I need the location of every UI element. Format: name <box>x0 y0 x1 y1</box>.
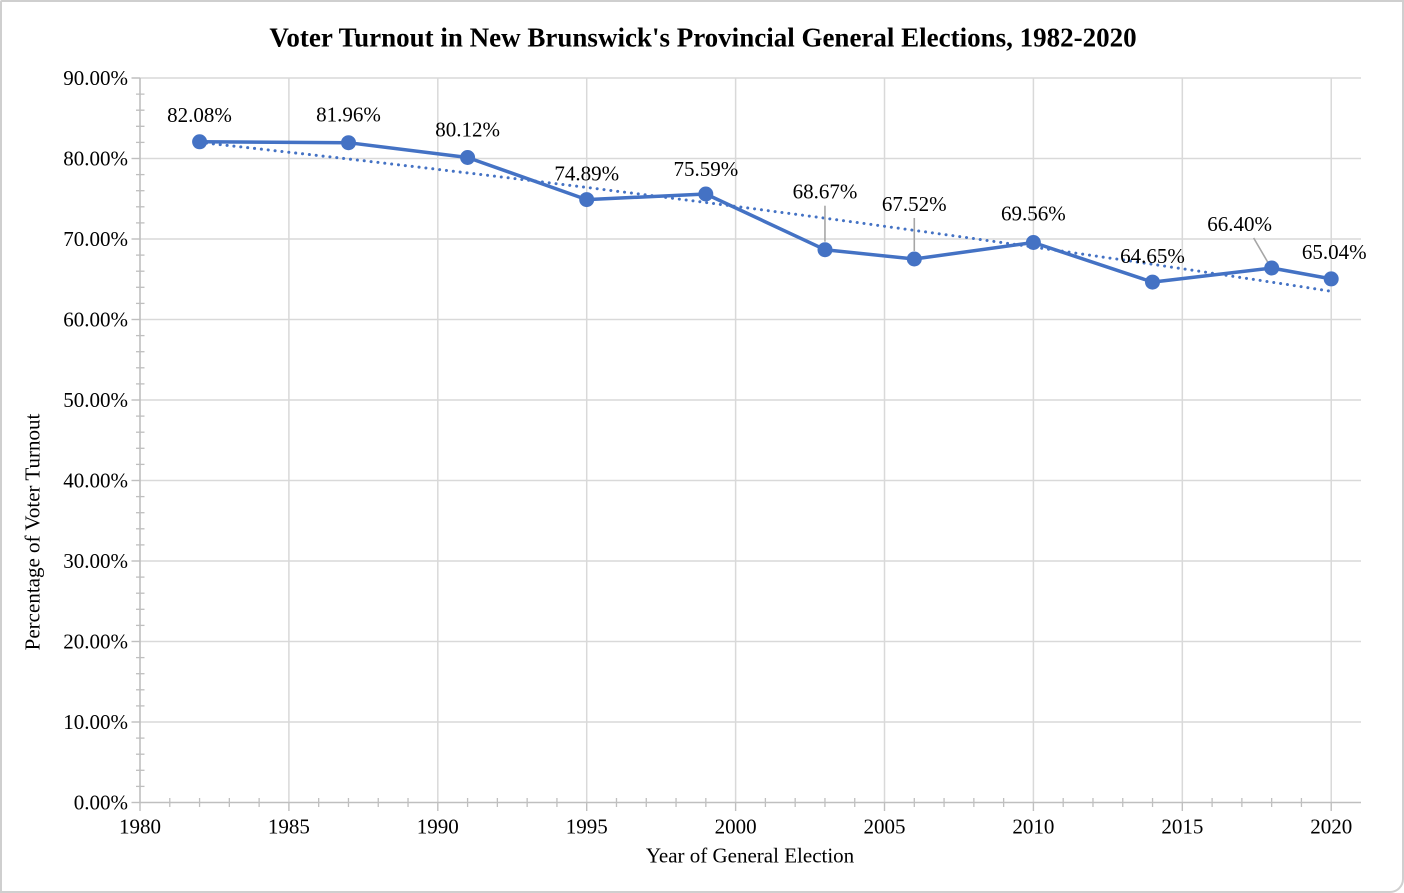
data-label: 74.89% <box>554 162 619 186</box>
data-label: 64.65% <box>1120 244 1185 268</box>
y-tick-label: 10.00% <box>63 710 128 734</box>
y-axis-title: Percentage of Voter Turnout <box>20 413 45 651</box>
y-tick-label: 40.00% <box>63 469 128 493</box>
data-label: 80.12% <box>435 118 500 142</box>
y-tick-label: 0.00% <box>74 791 128 815</box>
x-tick-label: 1990 <box>417 815 459 839</box>
x-tick-label: 2005 <box>864 815 906 839</box>
trendline-dotted <box>198 140 1333 293</box>
data-point-marker <box>817 242 833 258</box>
data-label: 66.40% <box>1207 212 1272 236</box>
y-tick-label: 30.00% <box>63 549 128 573</box>
y-tick-label: 60.00% <box>63 308 128 332</box>
label-leader-line <box>1252 237 1269 263</box>
y-tick-label: 90.00% <box>63 66 128 90</box>
y-tick-label: 50.00% <box>63 388 128 412</box>
x-tick-label: 2015 <box>1161 815 1203 839</box>
data-label: 68.67% <box>793 180 858 204</box>
data-label: 81.96% <box>316 103 381 127</box>
x-tick-label: 2000 <box>715 815 757 839</box>
data-point-marker <box>906 251 922 267</box>
data-point-marker <box>1025 235 1041 250</box>
x-tick-label: 1995 <box>566 815 608 839</box>
trendline <box>198 140 1333 293</box>
data-label: 82.08% <box>167 103 232 127</box>
x-axis-title: Year of General Election <box>645 843 855 868</box>
axes <box>131 77 1361 811</box>
data-point-marker <box>341 135 356 151</box>
x-tick-label: 1980 <box>119 815 161 839</box>
tick-labels: 0.00% 10.00% 20.00% 30.00% 40.00% 50.00% 60.00… <box>63 66 1352 839</box>
data-point-marker <box>192 134 208 150</box>
data-point-marker <box>1264 260 1280 276</box>
leader-lines <box>824 205 1269 263</box>
data-label: 75.59% <box>673 157 738 181</box>
data-label: 69.56% <box>1001 202 1066 226</box>
x-tick-label: 2020 <box>1310 815 1352 839</box>
markers <box>192 134 1339 290</box>
data-point-marker <box>698 186 714 202</box>
data-point-marker <box>1145 274 1160 290</box>
x-tick-label: 1985 <box>268 815 310 839</box>
y-tick-label: 80.00% <box>63 147 128 171</box>
x-tick-label: 2010 <box>1012 815 1054 839</box>
data-labels: 82.08% 81.96% 80.12% 74.89% 75.59% 68.67% 67.5… <box>167 103 1366 268</box>
data-label: 65.04% <box>1302 240 1367 264</box>
chart-title: Voter Turnout in New Brunswick's Provinc… <box>269 22 1137 53</box>
data-point-marker <box>460 150 476 165</box>
data-point-marker <box>1323 271 1339 287</box>
y-tick-label: 70.00% <box>63 227 128 251</box>
y-tick-label: 20.00% <box>63 630 128 654</box>
data-label: 67.52% <box>882 192 947 216</box>
gridlines <box>140 77 1361 803</box>
data-point-marker <box>579 192 595 208</box>
